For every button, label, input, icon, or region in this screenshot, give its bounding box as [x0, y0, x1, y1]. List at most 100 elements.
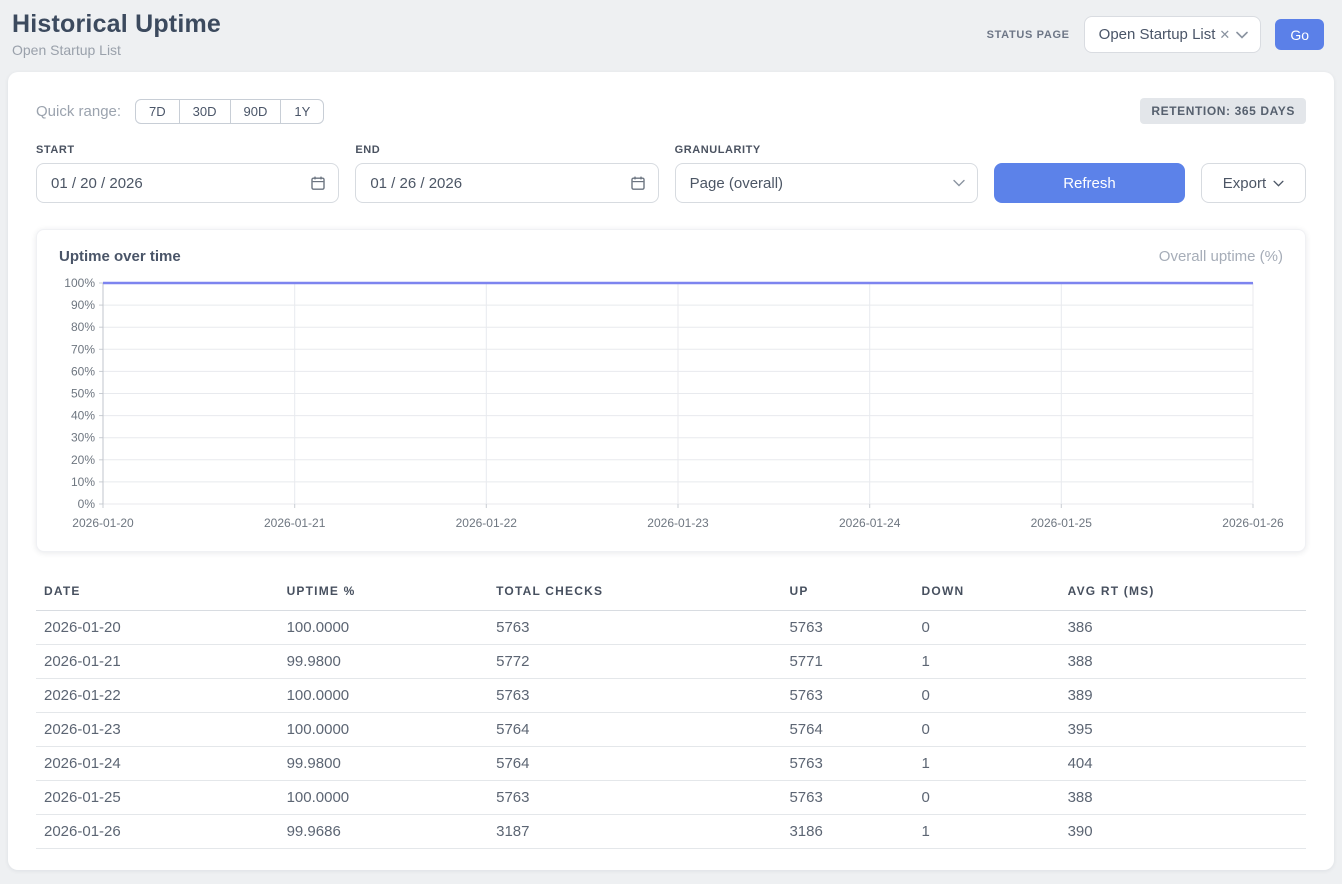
svg-text:70%: 70% [71, 342, 95, 356]
svg-text:2026-01-23: 2026-01-23 [647, 516, 709, 530]
column-header: AVG RT (MS) [1060, 576, 1306, 611]
table-cell: 2026-01-24 [36, 747, 279, 781]
go-button[interactable]: Go [1275, 19, 1324, 50]
table-cell: 404 [1060, 747, 1306, 781]
page-title: Historical Uptime [12, 10, 221, 39]
table-cell: 395 [1060, 713, 1306, 747]
historical-uptime-page: Historical Uptime Open Startup List STAT… [0, 0, 1342, 884]
svg-text:10%: 10% [71, 475, 95, 489]
table-cell: 5763 [488, 611, 781, 645]
table-row: 2026-01-2499.9800576457631404 [36, 747, 1306, 781]
table-cell: 100.0000 [279, 781, 489, 815]
table-cell: 5763 [488, 781, 781, 815]
quick-range-7d-button[interactable]: 7D [135, 99, 180, 124]
export-button[interactable]: Export [1201, 163, 1306, 203]
column-header: TOTAL CHECKS [488, 576, 781, 611]
table-head: DATEUPTIME %TOTAL CHECKSUPDOWNAVG RT (MS… [36, 576, 1306, 611]
table-cell: 390 [1060, 815, 1306, 849]
table-cell: 2026-01-26 [36, 815, 279, 849]
chart-legend: Overall uptime (%) [1159, 248, 1283, 265]
table-cell: 5763 [781, 611, 913, 645]
top-header: Historical Uptime Open Startup List STAT… [0, 0, 1342, 58]
svg-text:80%: 80% [71, 320, 95, 334]
chevron-down-icon [953, 179, 965, 187]
end-date-label: END [355, 144, 658, 156]
clear-selection-icon[interactable]: ✕ [1219, 27, 1230, 43]
table-cell: 0 [914, 611, 1060, 645]
svg-text:100%: 100% [64, 276, 95, 290]
granularity-select[interactable]: Page (overall) [675, 163, 978, 203]
end-date-field: END 01 / 26 / 2026 [355, 144, 658, 203]
svg-text:2026-01-24: 2026-01-24 [839, 516, 901, 530]
svg-text:2026-01-25: 2026-01-25 [1031, 516, 1093, 530]
table-row: 2026-01-2699.9686318731861390 [36, 815, 1306, 849]
table-cell: 0 [914, 679, 1060, 713]
table-cell: 1 [914, 815, 1060, 849]
table-row: 2026-01-2199.9800577257711388 [36, 645, 1306, 679]
quick-range-1y-button[interactable]: 1Y [280, 99, 324, 124]
table-cell: 2026-01-22 [36, 679, 279, 713]
column-header: UP [781, 576, 913, 611]
quick-range-90d-button[interactable]: 90D [230, 99, 282, 124]
table-row: 2026-01-25100.0000576357630388 [36, 781, 1306, 815]
status-page-label: STATUS PAGE [987, 29, 1070, 41]
svg-text:0%: 0% [78, 497, 96, 511]
end-date-value: 01 / 26 / 2026 [370, 175, 462, 192]
table-cell: 5763 [488, 679, 781, 713]
granularity-label: GRANULARITY [675, 144, 978, 156]
svg-text:30%: 30% [71, 431, 95, 445]
table-cell: 5763 [781, 747, 913, 781]
table-cell: 5772 [488, 645, 781, 679]
table-cell: 0 [914, 713, 1060, 747]
quick-range-row: Quick range: 7D 30D 90D 1Y RETENTION: 36… [36, 98, 1306, 124]
chevron-down-icon [1236, 31, 1248, 39]
calendar-icon[interactable] [310, 175, 326, 191]
start-date-input[interactable]: 01 / 20 / 2026 [36, 163, 339, 203]
table-cell: 99.9800 [279, 747, 489, 781]
table-cell: 5764 [488, 747, 781, 781]
refresh-button[interactable]: Refresh [994, 163, 1185, 203]
column-header: DOWN [914, 576, 1060, 611]
table-cell: 2026-01-25 [36, 781, 279, 815]
start-date-field: START 01 / 20 / 2026 [36, 144, 339, 203]
svg-text:40%: 40% [71, 409, 95, 423]
table-cell: 100.0000 [279, 679, 489, 713]
status-page-selected-value: Open Startup List [1099, 26, 1216, 43]
table-body: 2026-01-20100.00005763576303862026-01-21… [36, 611, 1306, 849]
table-header-row: DATEUPTIME %TOTAL CHECKSUPDOWNAVG RT (MS… [36, 576, 1306, 611]
table-row: 2026-01-20100.0000576357630386 [36, 611, 1306, 645]
svg-text:2026-01-21: 2026-01-21 [264, 516, 326, 530]
table-cell: 388 [1060, 781, 1306, 815]
table-cell: 100.0000 [279, 611, 489, 645]
svg-text:60%: 60% [71, 364, 95, 378]
quick-range-label: Quick range: [36, 103, 121, 120]
svg-text:2026-01-22: 2026-01-22 [456, 516, 518, 530]
table-cell: 5764 [488, 713, 781, 747]
table-cell: 1 [914, 645, 1060, 679]
quick-range-group: 7D 30D 90D 1Y [135, 99, 324, 124]
uptime-chart-svg: 0%10%20%30%40%50%60%70%80%90%100%2026-01… [57, 275, 1287, 537]
table-cell: 5771 [781, 645, 913, 679]
granularity-field: GRANULARITY Page (overall) [675, 144, 978, 203]
table-row: 2026-01-22100.0000576357630389 [36, 679, 1306, 713]
end-date-input[interactable]: 01 / 26 / 2026 [355, 163, 658, 203]
table-row: 2026-01-23100.0000576457640395 [36, 713, 1306, 747]
table-cell: 2026-01-23 [36, 713, 279, 747]
quick-range-30d-button[interactable]: 30D [179, 99, 231, 124]
chevron-down-icon [1273, 180, 1284, 187]
table-cell: 5763 [781, 679, 913, 713]
status-page-controls: STATUS PAGE Open Startup List ✕ Go [987, 16, 1324, 53]
column-header: DATE [36, 576, 279, 611]
table-cell: 2026-01-21 [36, 645, 279, 679]
start-date-value: 01 / 20 / 2026 [51, 175, 143, 192]
table-cell: 5764 [781, 713, 913, 747]
table-cell: 5763 [781, 781, 913, 815]
page-subtitle: Open Startup List [12, 42, 221, 58]
title-block: Historical Uptime Open Startup List [12, 10, 221, 58]
table-cell: 100.0000 [279, 713, 489, 747]
calendar-icon[interactable] [630, 175, 646, 191]
status-page-select[interactable]: Open Startup List ✕ [1084, 16, 1262, 53]
table-cell: 389 [1060, 679, 1306, 713]
svg-text:50%: 50% [71, 387, 95, 401]
start-date-label: START [36, 144, 339, 156]
